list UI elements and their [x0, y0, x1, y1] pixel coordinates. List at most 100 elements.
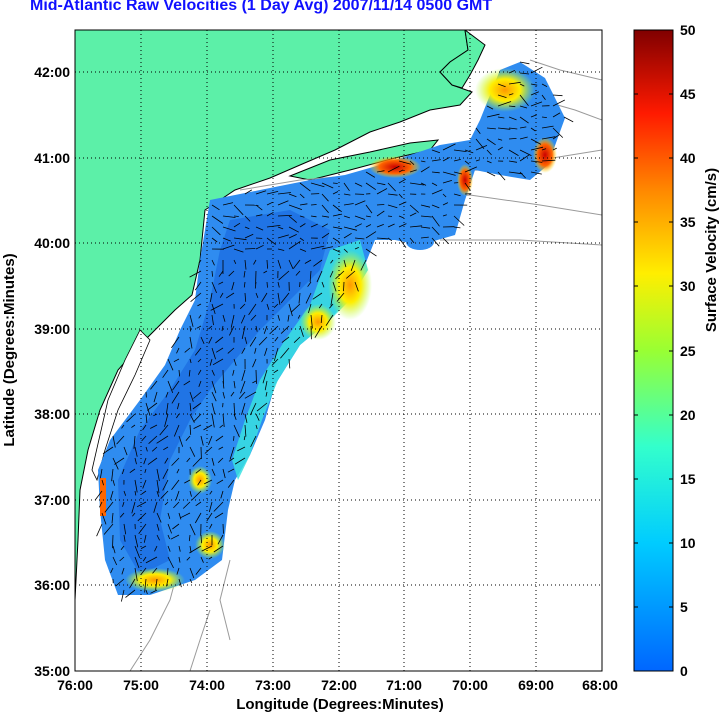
velocity-arrow — [231, 281, 235, 291]
velocity-arrow — [178, 512, 182, 520]
velocity-arrow — [313, 259, 323, 267]
velocity-arrow — [508, 127, 518, 130]
velocity-arrow — [354, 182, 363, 187]
velocity-arrow — [164, 457, 169, 464]
velocity-arrow — [266, 237, 276, 245]
velocity-arrow — [330, 292, 334, 306]
velocity-arrow — [112, 556, 118, 566]
velocity-arrow — [530, 146, 544, 151]
velocity-arrow — [248, 303, 257, 316]
velocity-arrow — [176, 413, 180, 419]
velocity-arrow — [144, 468, 147, 474]
velocity-arrow — [497, 83, 506, 88]
velocity-arrow — [114, 457, 125, 465]
velocity-arrow — [464, 182, 471, 191]
velocity-arrow — [409, 225, 423, 228]
velocity-arrow — [211, 369, 215, 376]
velocity-arrow — [486, 160, 492, 164]
colorbar-tick-label: 40 — [680, 150, 696, 166]
x-tick-label: 75:00 — [123, 677, 159, 693]
velocity-arrow — [191, 490, 202, 501]
velocity-arrow — [243, 435, 246, 441]
velocity-arrow — [442, 157, 450, 162]
velocity-arrow — [125, 589, 136, 598]
velocity-arrow — [123, 534, 126, 542]
velocity-arrow — [230, 391, 235, 397]
velocity-arrow — [141, 435, 147, 442]
velocity-arrow — [265, 391, 268, 397]
velocity-arrow — [453, 226, 461, 229]
colorbar-tick-label: 5 — [680, 599, 688, 615]
velocity-arrow — [453, 149, 467, 152]
velocity-arrow — [420, 182, 427, 186]
velocity-arrow — [486, 149, 492, 156]
colorbar-label: Surface Velocity (cm/s) — [703, 168, 720, 332]
y-tick-label: 37:00 — [34, 492, 70, 508]
velocity-arrow — [332, 191, 339, 195]
velocity-arrow — [398, 215, 404, 219]
velocity-arrow — [197, 369, 202, 375]
velocity-arrow — [519, 94, 529, 107]
velocity-arrow — [398, 178, 406, 184]
velocity-arrow — [241, 325, 246, 339]
velocity-arrow — [189, 490, 192, 497]
velocity-arrow — [211, 347, 216, 360]
velocity-arrow — [208, 435, 213, 445]
velocity-arrow — [171, 457, 180, 466]
velocity-arrow — [155, 578, 158, 590]
velocity-arrow — [178, 578, 182, 588]
velocity-arrow — [123, 523, 127, 535]
velocity-arrow — [213, 501, 224, 512]
velocity-arrow — [243, 281, 246, 288]
velocity-arrow — [171, 336, 180, 349]
velocity-arrow — [387, 215, 393, 217]
velocity-arrow — [266, 281, 268, 288]
velocity-arrow — [143, 457, 147, 465]
velocity-arrow — [195, 501, 202, 507]
velocity-arrow — [273, 369, 279, 374]
velocity-arrow — [387, 223, 395, 228]
velocity-arrow — [310, 204, 317, 206]
velocity-arrow — [150, 589, 158, 594]
velocity-arrow — [145, 589, 148, 595]
velocity-arrow — [343, 248, 348, 253]
velocity-arrow — [240, 314, 246, 324]
map-title: Mid-Atlantic Raw Velocities (1 Day Avg) … — [30, 0, 493, 14]
velocity-arrow — [253, 259, 257, 265]
velocity-arrow — [255, 204, 263, 211]
velocity-arrow — [186, 457, 191, 463]
velocity-arrow — [173, 424, 180, 437]
velocity-arrow — [409, 169, 417, 173]
velocity-arrow — [144, 578, 147, 593]
velocity-hotspot — [533, 137, 557, 173]
x-tick-label: 70:00 — [452, 677, 488, 693]
velocity-arrow — [238, 391, 246, 400]
velocity-arrow — [310, 223, 318, 228]
x-axis-label: Longitude (Degrees:Minutes) — [236, 696, 444, 713]
velocity-arrow — [343, 182, 350, 192]
velocity-arrow — [122, 501, 125, 507]
velocity-arrow — [151, 446, 158, 452]
velocity-arrow — [244, 233, 254, 239]
velocity-arrow — [211, 204, 220, 211]
velocity-arrow — [299, 248, 307, 252]
velocity-arrow — [146, 402, 158, 411]
velocity-arrow — [178, 369, 180, 377]
velocity-arrow — [150, 380, 158, 390]
velocity-arrow — [241, 347, 246, 354]
velocity-arrow — [241, 402, 246, 415]
velocity-arrow — [497, 138, 503, 141]
velocity-arrow — [266, 201, 273, 206]
x-axis: 76:00 75:00 74:00 73:00 72:00 71:00 70:0… — [57, 677, 618, 693]
velocity-arrow — [244, 413, 248, 423]
velocity-arrow — [262, 369, 268, 384]
velocity-arrow — [211, 237, 218, 243]
velocity-arrow — [217, 457, 224, 463]
velocity-arrow — [173, 501, 180, 509]
velocity-arrow — [475, 159, 480, 162]
velocity-arrow — [140, 545, 147, 549]
velocity-arrow — [530, 91, 539, 96]
velocity-arrow — [343, 193, 351, 196]
velocity-arrow — [508, 171, 523, 175]
land-long-island — [288, 139, 440, 181]
